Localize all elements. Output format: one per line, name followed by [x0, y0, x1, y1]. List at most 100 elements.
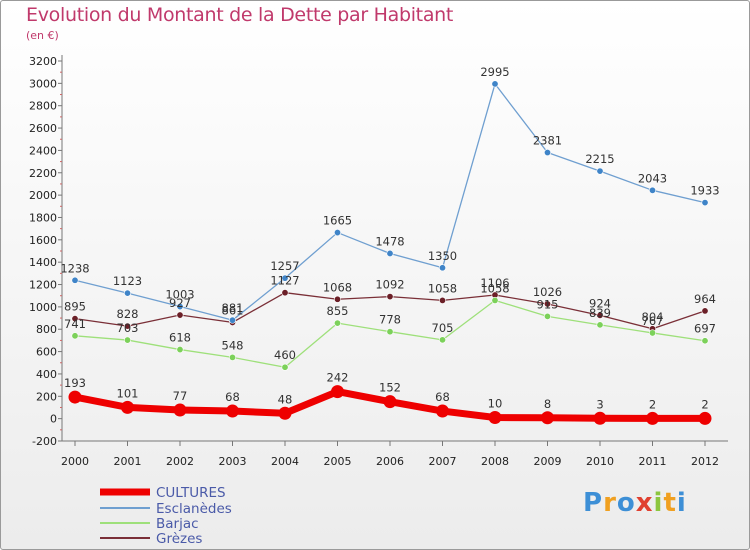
data-point	[281, 363, 289, 371]
data-label: 2381	[533, 134, 562, 148]
data-label: 8	[544, 397, 551, 411]
data-label: 741	[64, 317, 86, 331]
data-label: 460	[274, 348, 296, 362]
data-point	[124, 322, 132, 330]
y-tick-label: 800	[36, 323, 57, 336]
data-point	[71, 276, 79, 284]
x-tick-label: 2007	[429, 455, 457, 468]
data-point	[229, 353, 237, 361]
x-tick-label: 2006	[376, 455, 404, 468]
y-tick-label: -200	[32, 435, 57, 448]
data-point	[701, 337, 709, 345]
data-point	[386, 328, 394, 336]
data-label: 964	[694, 292, 716, 306]
data-point	[331, 385, 344, 399]
x-tick-label: 2011	[639, 455, 667, 468]
data-label: 861	[222, 303, 244, 317]
data-point	[491, 296, 499, 304]
legend-label: Esclanèdes	[156, 501, 232, 517]
y-tick-label: 400	[36, 368, 57, 381]
legend-label: Grèzes	[156, 531, 202, 547]
data-point	[543, 312, 551, 320]
y-tick-label: 2600	[29, 122, 57, 135]
data-label: 193	[64, 376, 86, 390]
y-tick-label: 1800	[29, 211, 57, 224]
data-label: 1092	[375, 278, 404, 292]
data-point	[281, 289, 289, 297]
data-point	[71, 315, 79, 323]
data-point	[646, 411, 659, 425]
data-point	[491, 80, 499, 88]
data-label: 1127	[270, 274, 299, 288]
y-tick-label: 1600	[29, 234, 57, 247]
data-label: 548	[222, 338, 244, 352]
logo-letter: t	[663, 488, 677, 518]
x-tick-label: 2002	[166, 455, 194, 468]
data-label: 804	[642, 310, 664, 324]
logo-letter: x	[635, 488, 654, 518]
data-label: 839	[589, 306, 611, 320]
y-tick-label: 600	[36, 346, 57, 359]
proxiti-logo: Proxiti	[583, 488, 687, 518]
y-tick-label: 1200	[29, 279, 57, 292]
data-label: 1123	[113, 274, 142, 288]
data-point	[124, 289, 132, 297]
logo-letter: i	[676, 488, 687, 518]
y-tick-label: 200	[36, 390, 57, 403]
data-point	[596, 311, 604, 319]
chart-title: Evolution du Montant de la Dette par Hab…	[26, 4, 454, 26]
data-point	[124, 336, 132, 344]
data-label: 1106	[480, 276, 509, 290]
data-label: 703	[117, 321, 139, 335]
y-tick-label: 3000	[29, 77, 57, 90]
data-point	[333, 229, 341, 237]
data-label: 10	[488, 397, 503, 411]
data-point	[68, 390, 82, 404]
chart-unit: (en €)	[26, 29, 59, 42]
data-point	[543, 149, 551, 157]
data-point	[701, 199, 709, 207]
data-point	[176, 346, 184, 354]
data-point	[543, 300, 551, 308]
data-label: 3	[596, 397, 603, 411]
logo-letter: o	[616, 488, 636, 518]
y-tick-label: 0	[50, 413, 57, 426]
data-label: 1003	[165, 288, 194, 302]
data-point	[386, 293, 394, 301]
data-label: 1257	[270, 259, 299, 273]
y-tick-label: 2400	[29, 144, 57, 157]
data-label: 697	[694, 322, 716, 336]
data-label: 152	[379, 381, 401, 395]
y-tick-label: 2800	[29, 100, 57, 113]
data-point	[121, 400, 134, 414]
data-label: 1058	[480, 281, 509, 295]
data-point	[698, 411, 712, 425]
x-tick-label: 2008	[481, 455, 509, 468]
data-label: 2	[701, 397, 708, 411]
y-tick-label: 2000	[29, 189, 57, 202]
y-tick-label: 1400	[29, 256, 57, 269]
data-label: 895	[64, 300, 86, 314]
x-tick-label: 2010	[586, 455, 614, 468]
data-point	[438, 264, 446, 272]
data-point	[386, 249, 394, 257]
data-label: 101	[117, 386, 139, 400]
data-label: 1068	[323, 280, 352, 294]
data-label: 2043	[638, 171, 667, 185]
data-label: 2215	[585, 152, 614, 166]
data-label: 68	[225, 390, 240, 404]
y-tick-label: 3200	[29, 55, 57, 68]
data-label: 2	[649, 397, 656, 411]
data-label: 767	[642, 314, 664, 328]
data-point	[596, 321, 604, 329]
data-point	[333, 295, 341, 303]
x-tick-label: 2001	[114, 455, 142, 468]
data-point	[71, 332, 79, 340]
data-point	[436, 404, 449, 418]
data-label: 48	[278, 392, 293, 406]
data-point	[701, 307, 709, 315]
data-label: 1665	[323, 214, 352, 228]
data-label: 927	[169, 296, 191, 310]
